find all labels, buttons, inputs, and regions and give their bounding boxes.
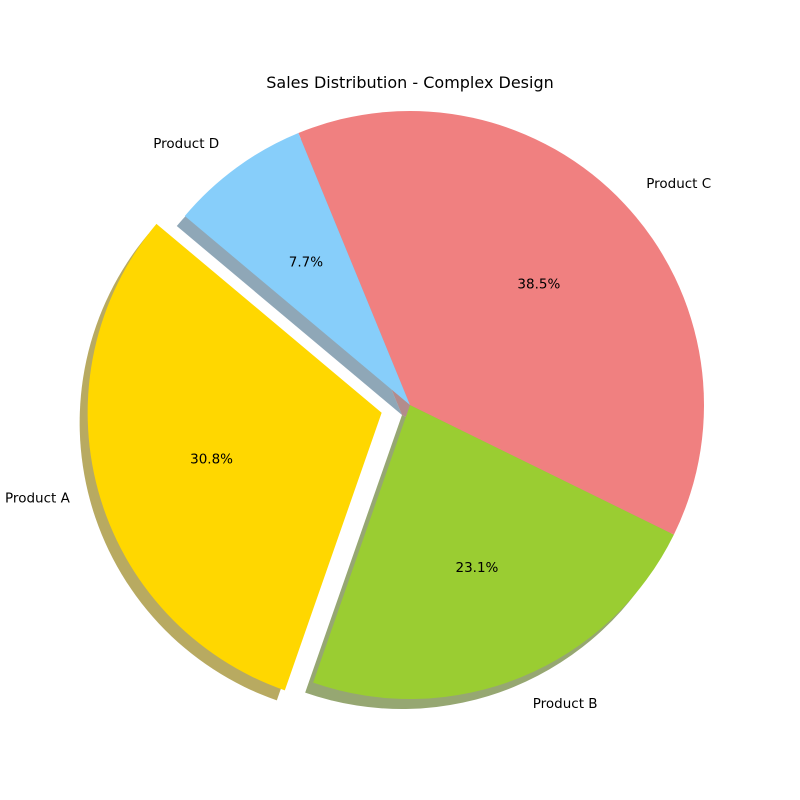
slice-label-product-c: Product C: [646, 176, 711, 192]
pie-slice-product-d: [184, 133, 410, 405]
label-layer: 30.8% Product A 23.1% Product B 38.5% Product…: [5, 136, 711, 712]
chart-title: Sales Distribution - Complex Design: [266, 73, 553, 92]
pie-slice-product-b: [313, 405, 674, 699]
percent-label-product-d: 7.7%: [289, 255, 323, 271]
slice-label-product-a: Product A: [5, 491, 71, 507]
slice-label-product-d: Product D: [153, 136, 219, 152]
percent-label-product-a: 30.8%: [190, 452, 233, 468]
slice-label-product-b: Product B: [533, 696, 598, 712]
pie-slice-product-c: [298, 110, 704, 535]
percent-label-product-c: 38.5%: [517, 277, 560, 293]
pie-slice-product-a: [87, 223, 382, 691]
percent-label-product-b: 23.1%: [456, 560, 499, 576]
slice-layer: [87, 110, 704, 699]
